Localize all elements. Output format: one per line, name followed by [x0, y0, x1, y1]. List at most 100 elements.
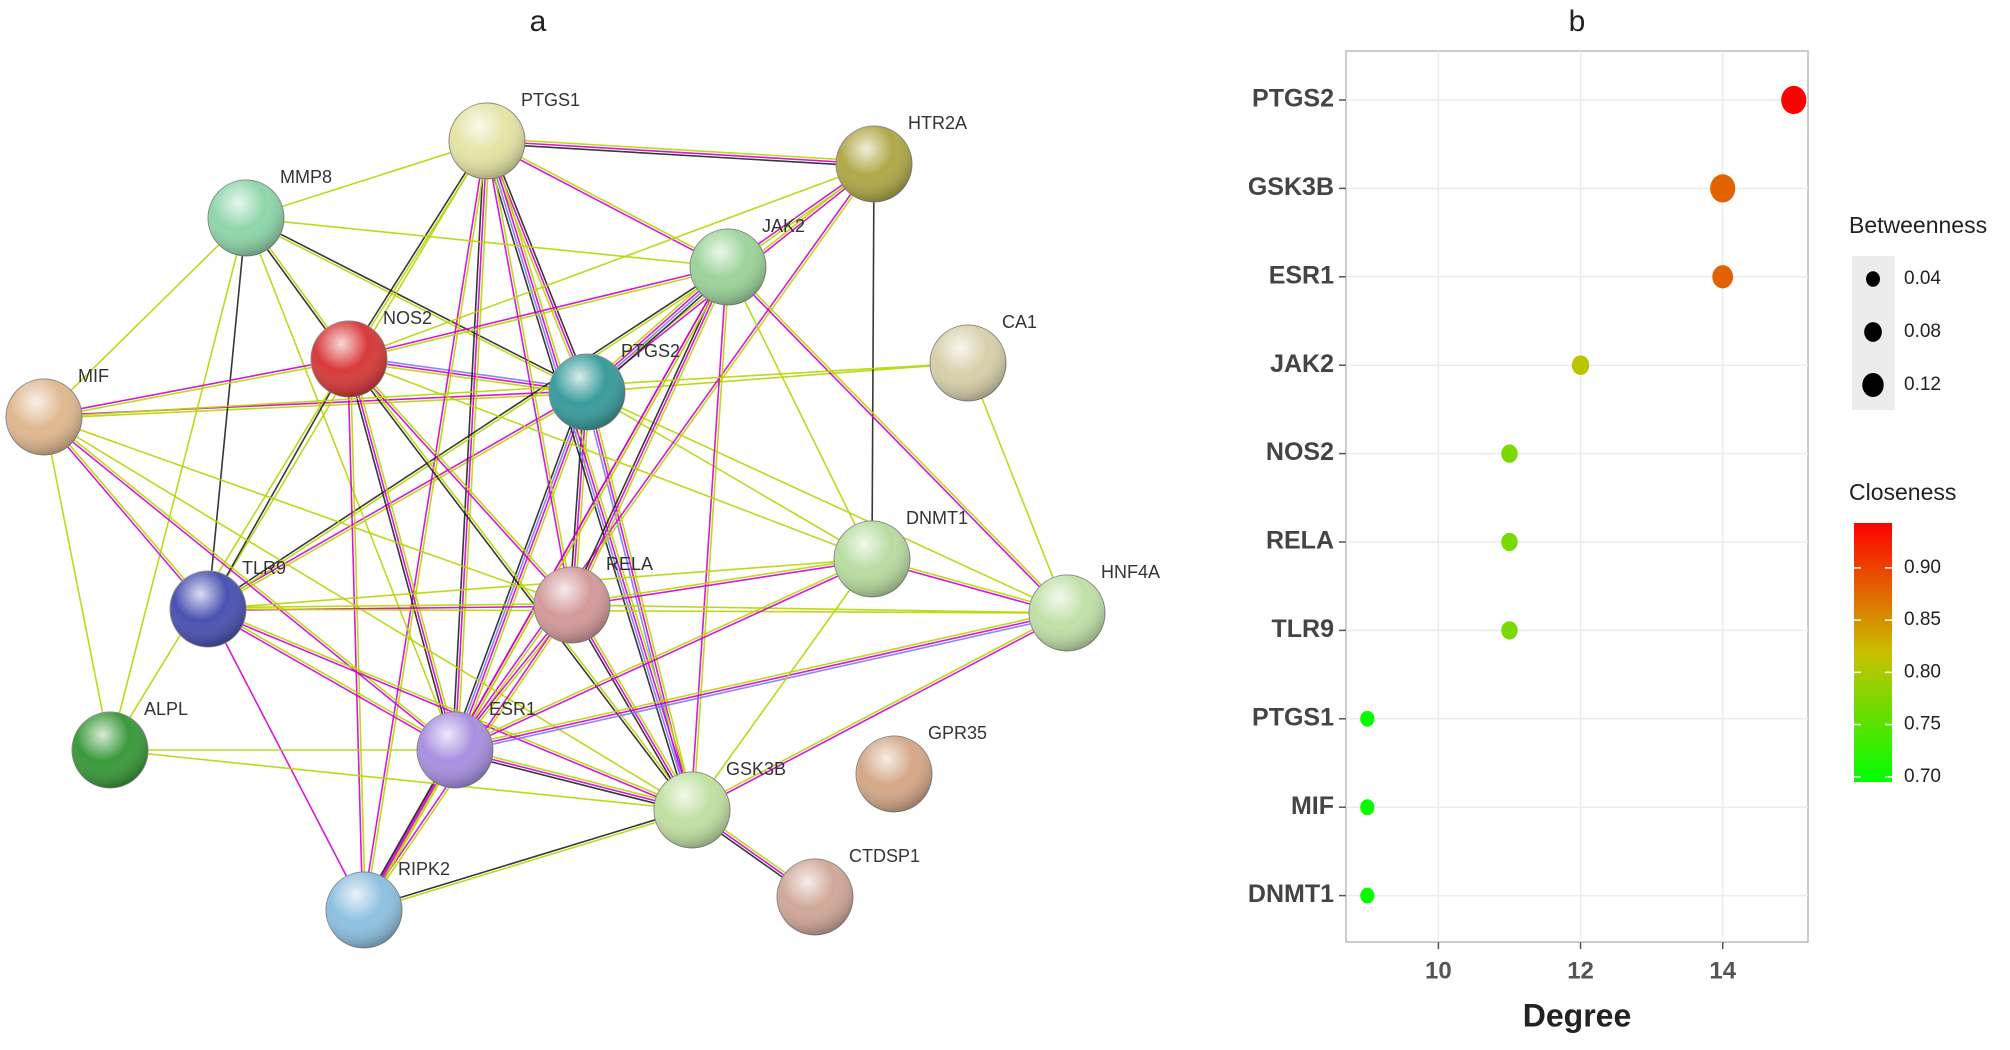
- edge: [454, 612, 1068, 751]
- edge: [454, 609, 1067, 749]
- node-shine: [1029, 575, 1105, 651]
- edge: [455, 746, 693, 809]
- edge: [691, 611, 1067, 810]
- dot: [1501, 532, 1518, 552]
- edge: [345, 359, 454, 751]
- edge: [455, 164, 876, 752]
- node-shine: [449, 103, 525, 179]
- legend-label: 0.85: [1904, 609, 1941, 630]
- edge: [727, 266, 873, 560]
- x-tick-label: 10: [1425, 957, 1452, 984]
- node-shine: [690, 229, 766, 305]
- edge: [487, 140, 575, 605]
- edge: [42, 417, 208, 611]
- node-shine: [777, 859, 853, 935]
- edge: [109, 358, 350, 751]
- panel-label: a: [530, 5, 547, 38]
- node-label: PTGS2: [621, 341, 680, 361]
- edge: [484, 141, 572, 606]
- dot: [1360, 710, 1375, 727]
- node-shine: [326, 872, 402, 948]
- node-shine: [208, 180, 284, 256]
- edge: [450, 390, 585, 749]
- y-tick-label: NOS2: [1266, 438, 1334, 466]
- y-tick-label: TLR9: [1272, 615, 1335, 643]
- legend-label: 0.80: [1904, 661, 1941, 682]
- edge: [571, 604, 1068, 614]
- edge: [572, 559, 873, 608]
- edge: [43, 416, 111, 751]
- edge: [347, 359, 572, 607]
- y-tick-label: RELA: [1266, 527, 1334, 555]
- edge: [208, 392, 589, 611]
- legend-label: 0.12: [1904, 374, 1941, 395]
- node-label: HTR2A: [908, 113, 967, 133]
- colorbar: [1854, 523, 1892, 782]
- node-label: NOS2: [383, 308, 432, 328]
- dot: [1781, 85, 1807, 115]
- legend-dot: [1864, 322, 1882, 342]
- edge: [246, 216, 588, 392]
- legend-label: 0.90: [1904, 557, 1941, 578]
- node-label: RELA: [606, 554, 653, 574]
- edge: [347, 139, 487, 359]
- edge: [486, 142, 874, 168]
- edge: [364, 141, 490, 911]
- edge: [349, 357, 574, 605]
- node-label: GSK3B: [726, 759, 786, 779]
- edge: [455, 614, 1068, 754]
- edge: [348, 360, 587, 396]
- edge: [207, 608, 365, 911]
- edge: [207, 217, 247, 610]
- edge: [346, 359, 364, 911]
- node-label: ALPL: [144, 699, 188, 719]
- edge: [349, 358, 367, 910]
- node-shine: [654, 772, 730, 848]
- node-label: ESR1: [489, 699, 536, 719]
- edge: [454, 557, 872, 750]
- node-label: MMP8: [280, 167, 332, 187]
- edge: [489, 139, 697, 810]
- edge: [206, 390, 587, 609]
- node-shine: [834, 521, 910, 597]
- edge: [586, 362, 969, 393]
- node-label: CA1: [1002, 312, 1037, 332]
- edge: [207, 608, 1068, 614]
- edge: [349, 267, 729, 362]
- edge: [208, 607, 693, 810]
- edge: [364, 810, 693, 913]
- legend-label: 0.70: [1904, 766, 1941, 787]
- edge: [586, 391, 1068, 614]
- node-shine: [72, 712, 148, 788]
- node-label: PTGS1: [521, 90, 580, 110]
- edge: [43, 416, 573, 606]
- node-label: CTDSP1: [849, 846, 920, 866]
- node-shine: [534, 567, 610, 643]
- node-shine: [6, 379, 82, 455]
- y-tick-label: PTGS1: [1252, 703, 1334, 731]
- edge: [109, 749, 693, 811]
- edge: [455, 559, 873, 752]
- edge: [487, 137, 875, 163]
- edge: [44, 415, 210, 609]
- y-tick-label: DNMT1: [1248, 880, 1334, 908]
- legend-title: Closeness: [1849, 479, 1956, 505]
- edge: [482, 141, 690, 812]
- node-shine: [930, 325, 1006, 401]
- edge: [573, 267, 732, 607]
- edge: [44, 392, 588, 420]
- edge: [486, 141, 728, 269]
- edge: [109, 217, 247, 751]
- legend-dot: [1866, 271, 1880, 287]
- node-label: JAK2: [762, 216, 805, 236]
- panel-label: b: [1569, 5, 1586, 38]
- y-tick-label: GSK3B: [1248, 173, 1334, 201]
- node-label: TLR9: [242, 558, 286, 578]
- edge: [967, 362, 1068, 614]
- edge: [43, 217, 247, 418]
- edge: [348, 163, 875, 360]
- edge: [454, 749, 693, 811]
- edge: [206, 609, 455, 752]
- node-shine: [836, 126, 912, 202]
